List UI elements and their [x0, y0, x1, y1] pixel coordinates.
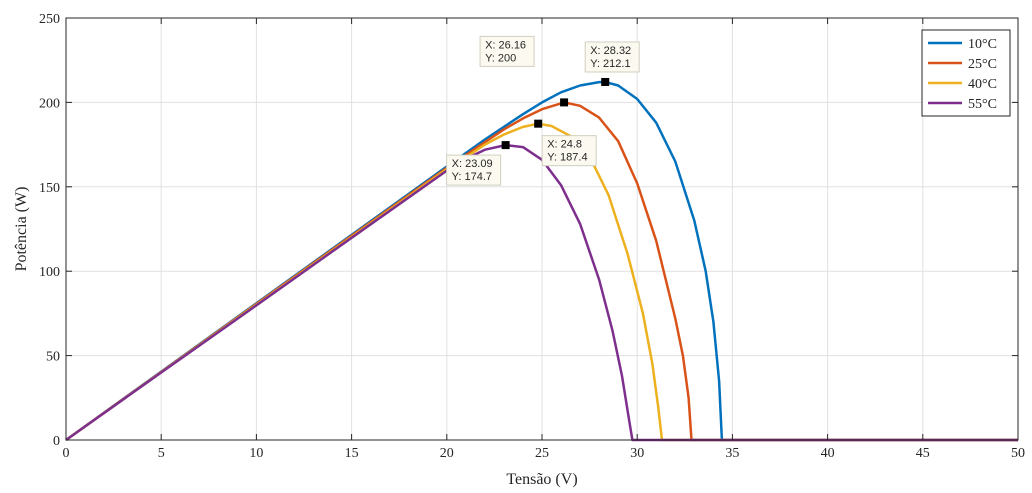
y-tick-label: 50 — [46, 350, 60, 365]
datatip-box — [446, 154, 502, 186]
y-tick-label: 0 — [53, 434, 60, 449]
datatip: X: 24.8Y: 187.4 — [541, 135, 597, 167]
datatip-y-text: Y: 212.1 — [590, 58, 630, 70]
datatip-x-text: X: 28.32 — [590, 45, 631, 57]
x-tick-label: 40 — [821, 446, 835, 461]
datatip-y-text: Y: 174.7 — [452, 171, 492, 183]
datatip-x-text: X: 24.8 — [547, 139, 582, 151]
x-axis-title: Tensão (V) — [506, 471, 577, 488]
grid — [66, 18, 1018, 440]
datatip: X: 26.16Y: 200 — [479, 35, 535, 67]
x-tick-label: 35 — [725, 446, 739, 461]
x-tick-label: 50 — [1011, 446, 1025, 461]
x-tick-label: 5 — [158, 446, 165, 461]
x-tick-label: 30 — [630, 446, 644, 461]
datatip-marker — [601, 77, 610, 86]
x-tick-label: 25 — [535, 446, 549, 461]
axes: 0 5 10 15 20 25 30 35 40 45 50 0 50 100 150 200 250 — [39, 12, 1025, 461]
datatip-box — [541, 135, 597, 167]
datatip-box — [584, 41, 640, 73]
x-tick-label: 15 — [345, 446, 359, 461]
datatip-marker — [534, 119, 543, 128]
x-tick-label: 20 — [440, 446, 454, 461]
datatip-marker — [501, 141, 510, 150]
legend-label-4: 55°C — [968, 97, 997, 112]
datatip: X: 23.09Y: 174.7 — [446, 154, 502, 186]
datatip-marker — [560, 98, 569, 107]
legend-label-1: 10°C — [968, 37, 997, 52]
y-tick-label: 200 — [39, 96, 60, 111]
legend: 10°C 25°C 40°C 55°C — [921, 29, 1011, 117]
legend-label-3: 40°C — [968, 77, 997, 92]
datatip-x-text: X: 26.16 — [485, 39, 526, 51]
x-tick-label: 45 — [916, 446, 930, 461]
datatip-x-text: X: 23.09 — [452, 158, 493, 170]
y-tick-label: 250 — [39, 12, 60, 27]
y-tick-label: 100 — [39, 265, 60, 280]
legend-label-2: 25°C — [968, 57, 997, 72]
legend-box — [921, 29, 1011, 117]
y-axis-title: Potência (W) — [13, 187, 30, 272]
datatip-box — [479, 35, 535, 67]
datatip-y-text: Y: 187.4 — [547, 152, 587, 164]
datatip-y-text: Y: 200 — [485, 52, 516, 64]
x-tick-label: 0 — [63, 446, 70, 461]
datatip-markers — [501, 77, 610, 150]
datatip: X: 28.32Y: 212.1 — [584, 41, 640, 73]
x-tick-label: 10 — [249, 446, 263, 461]
y-tick-label: 150 — [39, 181, 60, 196]
